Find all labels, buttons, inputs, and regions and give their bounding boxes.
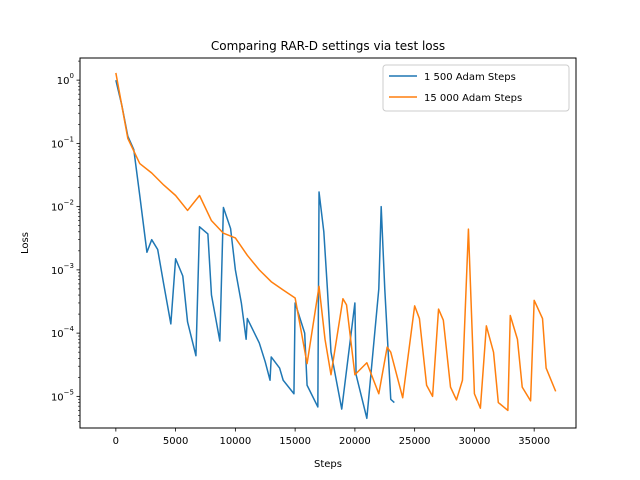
x-tick-label: 35000: [518, 436, 550, 447]
y-axis: 10−5 10−4 10−3 10−2 10−1 100: [51, 60, 80, 422]
series-line-2: [115, 72, 557, 412]
plot-area: [115, 72, 557, 420]
chart-title: Comparing RAR-D settings via test loss: [211, 39, 445, 53]
plot-frame: [79, 57, 577, 429]
y-tick-label: 10−3: [51, 262, 74, 277]
legend-label-1: 1 500 Adam Steps: [424, 72, 516, 83]
y-tick-label: 10−1: [51, 135, 74, 150]
legend-label-2: 15 000 Adam Steps: [424, 93, 522, 104]
x-tick-label: 15000: [279, 436, 311, 447]
y-tick-label: 10−5: [51, 388, 74, 403]
x-axis-title: Steps: [314, 459, 342, 470]
x-tick-label: 25000: [399, 436, 431, 447]
y-tick-label: 100: [57, 72, 74, 87]
x-tick-label: 5000: [163, 436, 188, 447]
x-tick-label: 20000: [339, 436, 371, 447]
legend-box: [382, 64, 570, 112]
series-line-1: [115, 79, 395, 420]
y-axis-title: Loss: [20, 232, 31, 254]
x-tick-label: 0: [113, 436, 119, 447]
y-tick-label: 10−2: [51, 199, 74, 214]
x-tick-label: 10000: [219, 436, 251, 447]
x-axis: 0 5000 10000 15000 20000 25000 30000 35000: [113, 428, 550, 447]
legend: 1 500 Adam Steps 15 000 Adam Steps: [382, 64, 570, 112]
y-tick-label: 10−4: [51, 325, 75, 340]
x-tick-label: 30000: [459, 436, 491, 447]
